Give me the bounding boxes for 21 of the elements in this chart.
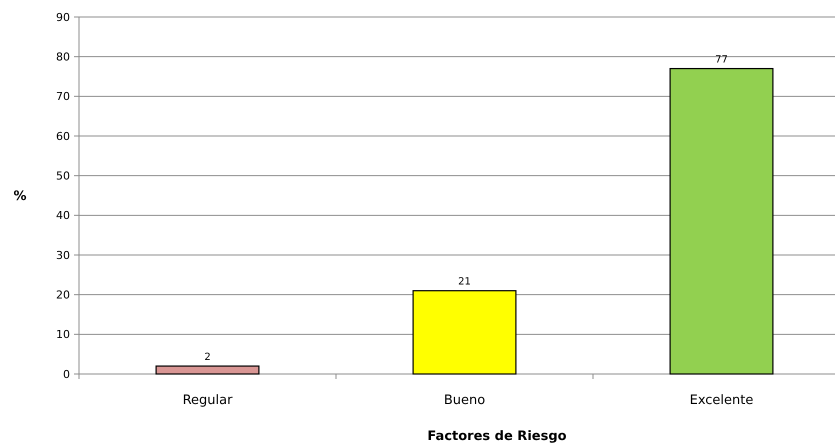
y-axis-title: % — [13, 189, 27, 204]
x-axis-title: Factores de Riesgo — [427, 429, 567, 444]
x-tick-label: Excelente — [690, 393, 754, 408]
y-tick-label: 90 — [56, 10, 70, 24]
y-tick-label: 30 — [56, 248, 70, 262]
y-tick-label: 60 — [56, 130, 70, 143]
data-label: 2 — [204, 352, 211, 364]
bar — [670, 68, 774, 375]
bar — [412, 290, 516, 375]
y-tick-label: 20 — [56, 288, 70, 302]
bar — [156, 365, 260, 375]
y-tick-label: 80 — [56, 50, 70, 64]
data-label: 21 — [458, 276, 471, 288]
y-tick-label: 50 — [56, 170, 70, 183]
x-tick-label: Bueno — [444, 393, 486, 408]
y-tick-label: 40 — [56, 209, 70, 222]
y-tick-label: 70 — [56, 90, 70, 104]
y-tick-label: 0 — [63, 368, 70, 381]
data-label: 77 — [715, 54, 728, 66]
y-tick-label: 10 — [56, 328, 70, 342]
x-tick-label: Regular — [182, 393, 234, 408]
